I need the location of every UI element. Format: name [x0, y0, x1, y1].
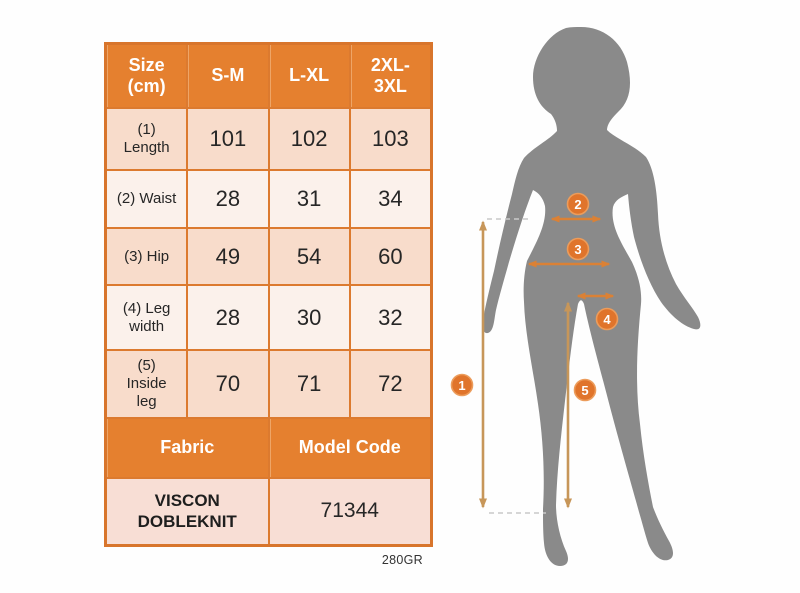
- row-label-inside-leg: (5) Inside leg: [107, 351, 187, 417]
- header-2xl-3xl: 2XL- 3XL: [350, 45, 430, 107]
- header-model-code: Model Code: [269, 419, 430, 477]
- marker-badge-2-label: 2: [574, 197, 581, 212]
- marker-badge-1-label: 1: [458, 378, 465, 393]
- cell-leg-width-2xl: 32: [350, 286, 430, 349]
- model-code-value: 71344: [269, 479, 430, 544]
- cell-hip-lxl: 54: [269, 229, 349, 284]
- cell-length-sm: 101: [188, 109, 268, 169]
- weight-note: 280GR: [381, 553, 423, 567]
- row-label-leg-width: (4) Leg width: [107, 286, 187, 349]
- cell-waist-lxl: 31: [269, 171, 349, 227]
- cell-hip-sm: 49: [188, 229, 268, 284]
- marker-badge-2: 2: [566, 192, 590, 216]
- marker-badge-5: 5: [573, 378, 597, 402]
- header-size-cm: Size (cm): [107, 45, 187, 107]
- cell-waist-sm: 28: [188, 171, 268, 227]
- marker-badge-3-label: 3: [574, 242, 581, 257]
- header-l-xl: L-XL: [269, 45, 349, 107]
- cell-length-lxl: 102: [269, 109, 349, 169]
- row-label-hip: (3) Hip: [107, 229, 187, 284]
- cell-leg-width-lxl: 30: [269, 286, 349, 349]
- cell-hip-2xl: 60: [350, 229, 430, 284]
- cell-inside-leg-2xl: 72: [350, 351, 430, 417]
- cell-inside-leg-lxl: 71: [269, 351, 349, 417]
- header-s-m: S-M: [188, 45, 268, 107]
- row-label-length: (1) Length: [107, 109, 187, 169]
- marker-badge-4: 4: [595, 307, 619, 331]
- cell-waist-2xl: 34: [350, 171, 430, 227]
- fabric-value: VISCON DOBLEKNIT: [107, 479, 268, 544]
- size-table: Size (cm) S-M L-XL 2XL- 3XL (1) Length 1…: [104, 42, 433, 547]
- header-fabric: Fabric: [107, 419, 268, 477]
- marker-badge-1: 1: [450, 373, 474, 397]
- row-label-waist: (2) Waist: [107, 171, 187, 227]
- measurement-diagram: 1 2 3 4 5: [450, 27, 701, 566]
- cell-inside-leg-sm: 70: [188, 351, 268, 417]
- marker-badge-5-label: 5: [581, 383, 588, 398]
- marker-badge-3: 3: [566, 237, 590, 261]
- cell-leg-width-sm: 28: [188, 286, 268, 349]
- cell-length-2xl: 103: [350, 109, 430, 169]
- marker-badge-4-label: 4: [603, 312, 611, 327]
